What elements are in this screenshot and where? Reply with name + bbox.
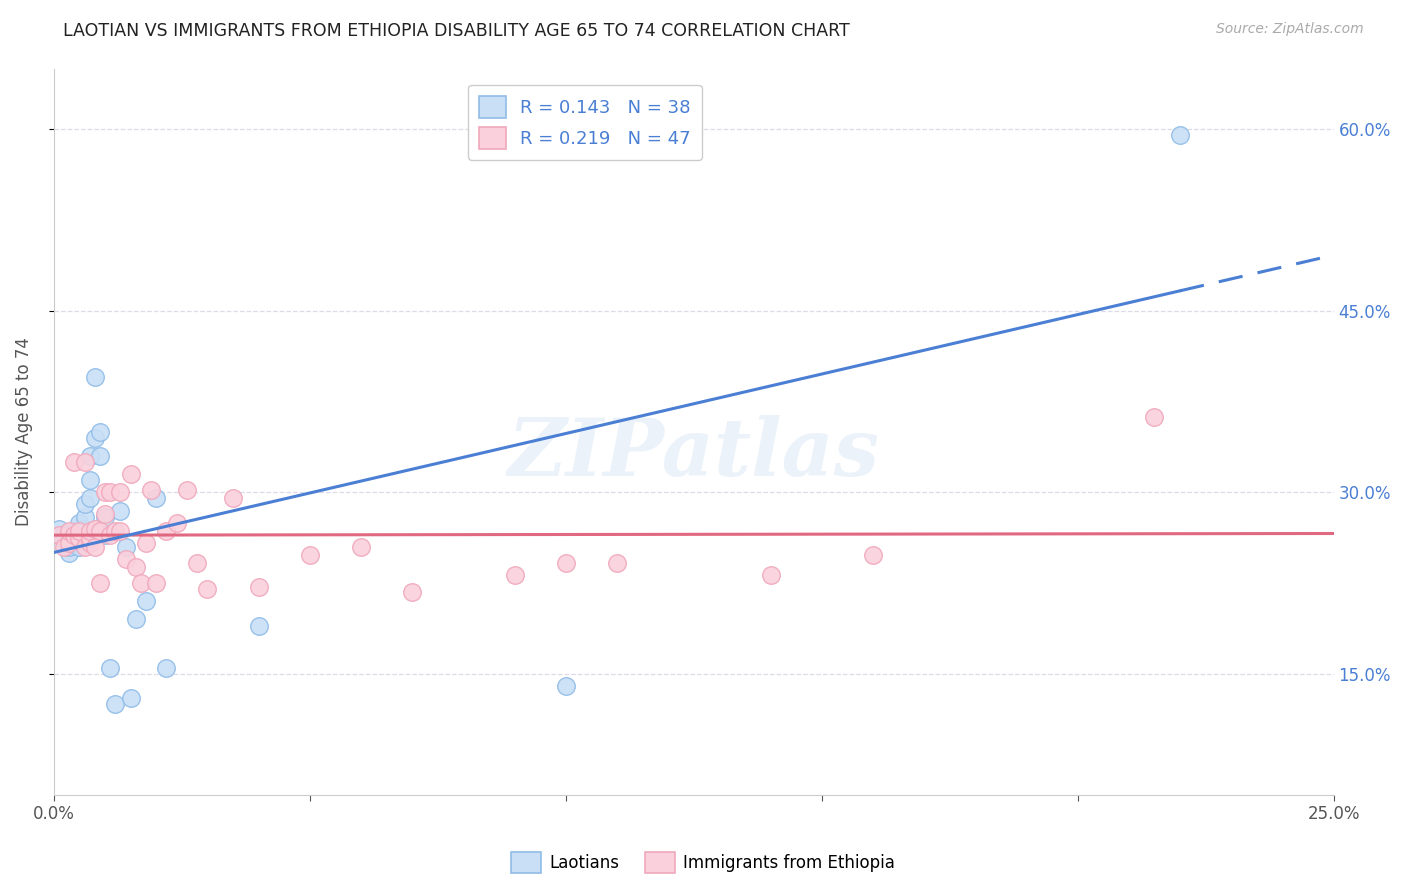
- Point: [73, 527, 96, 541]
- Point: [401, 584, 423, 599]
- Point: [114, 540, 136, 554]
- Point: [554, 679, 576, 693]
- Point: [247, 618, 270, 632]
- Point: [67, 540, 90, 554]
- Point: [53, 533, 76, 548]
- Point: [247, 580, 270, 594]
- Point: [73, 498, 96, 512]
- Point: [89, 449, 111, 463]
- Point: [114, 552, 136, 566]
- Point: [145, 576, 167, 591]
- Point: [73, 455, 96, 469]
- Text: LAOTIAN VS IMMIGRANTS FROM ETHIOPIA DISABILITY AGE 65 TO 74 CORRELATION CHART: LAOTIAN VS IMMIGRANTS FROM ETHIOPIA DISA…: [63, 22, 851, 40]
- Point: [1168, 128, 1191, 142]
- Text: Source: ZipAtlas.com: Source: ZipAtlas.com: [1216, 22, 1364, 37]
- Point: [58, 546, 80, 560]
- Point: [166, 516, 188, 530]
- Point: [63, 455, 86, 469]
- Point: [98, 485, 121, 500]
- Point: [139, 483, 162, 497]
- Point: [98, 661, 121, 675]
- Point: [79, 491, 101, 506]
- Legend: R = 0.143   N = 38, R = 0.219   N = 47: R = 0.143 N = 38, R = 0.219 N = 47: [468, 85, 702, 160]
- Point: [155, 661, 177, 675]
- Point: [197, 582, 219, 597]
- Point: [83, 370, 105, 384]
- Point: [120, 691, 142, 706]
- Point: [94, 485, 117, 500]
- Point: [110, 485, 132, 500]
- Point: [120, 467, 142, 482]
- Point: [94, 527, 117, 541]
- Point: [73, 522, 96, 536]
- Point: [89, 425, 111, 439]
- Point: [222, 491, 245, 506]
- Point: [862, 549, 884, 563]
- Point: [94, 509, 117, 524]
- Point: [53, 527, 76, 541]
- Point: [110, 503, 132, 517]
- Point: [104, 524, 127, 538]
- Point: [67, 532, 90, 546]
- Point: [83, 431, 105, 445]
- Point: [63, 536, 86, 550]
- Point: [155, 524, 177, 538]
- Point: [73, 509, 96, 524]
- Point: [606, 556, 628, 570]
- Point: [58, 524, 80, 538]
- Point: [63, 527, 86, 541]
- Point: [83, 522, 105, 536]
- Point: [298, 549, 321, 563]
- Point: [67, 516, 90, 530]
- Point: [125, 560, 148, 574]
- Point: [48, 527, 70, 541]
- Point: [63, 524, 86, 538]
- Point: [125, 612, 148, 626]
- Point: [759, 567, 782, 582]
- Point: [58, 527, 80, 541]
- Text: ZIPatlas: ZIPatlas: [508, 415, 880, 492]
- Point: [94, 507, 117, 521]
- Point: [554, 556, 576, 570]
- Point: [129, 576, 152, 591]
- Point: [79, 473, 101, 487]
- Point: [135, 594, 157, 608]
- Point: [110, 524, 132, 538]
- Point: [58, 536, 80, 550]
- Point: [58, 540, 80, 554]
- Point: [176, 483, 198, 497]
- Point: [73, 540, 96, 554]
- Point: [145, 491, 167, 506]
- Point: [1143, 410, 1166, 425]
- Point: [67, 533, 90, 548]
- Point: [79, 536, 101, 550]
- Point: [83, 540, 105, 554]
- Point: [89, 576, 111, 591]
- Legend: Laotians, Immigrants from Ethiopia: Laotians, Immigrants from Ethiopia: [505, 846, 901, 880]
- Point: [79, 532, 101, 546]
- Y-axis label: Disability Age 65 to 74: Disability Age 65 to 74: [15, 337, 32, 526]
- Point: [350, 540, 373, 554]
- Point: [89, 524, 111, 538]
- Point: [104, 698, 127, 712]
- Point: [503, 567, 526, 582]
- Point: [186, 556, 208, 570]
- Point: [79, 524, 101, 538]
- Point: [67, 522, 90, 536]
- Point: [79, 449, 101, 463]
- Point: [53, 540, 76, 554]
- Point: [63, 532, 86, 546]
- Point: [67, 524, 90, 538]
- Point: [135, 536, 157, 550]
- Point: [98, 527, 121, 541]
- Point: [48, 522, 70, 536]
